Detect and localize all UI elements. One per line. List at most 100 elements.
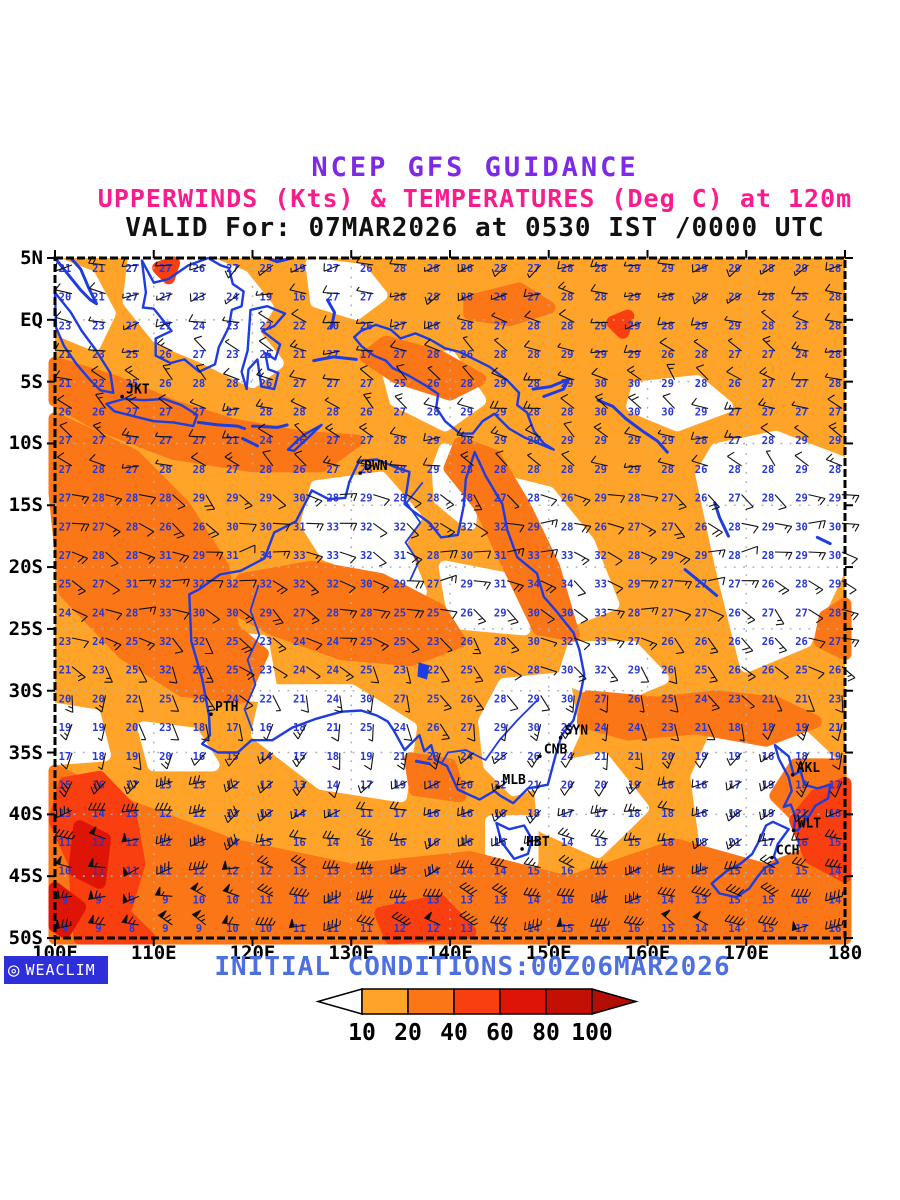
svg-text:30: 30	[360, 579, 373, 591]
svg-text:27: 27	[226, 464, 239, 476]
svg-text:26: 26	[762, 636, 775, 648]
svg-text:27: 27	[829, 636, 842, 648]
svg-text:28: 28	[92, 464, 105, 476]
svg-text:19: 19	[293, 263, 306, 275]
svg-text:13: 13	[326, 866, 339, 878]
svg-text:25: 25	[795, 665, 808, 677]
svg-text:26: 26	[193, 665, 206, 677]
svg-text:20: 20	[159, 751, 172, 763]
lat-label-45S: 45S	[8, 865, 43, 888]
svg-text:25: 25	[159, 693, 172, 705]
svg-text:21: 21	[795, 693, 808, 705]
svg-text:20: 20	[59, 292, 72, 304]
svg-text:24: 24	[628, 722, 641, 734]
svg-text:18: 18	[527, 808, 540, 820]
lat-label-EQ: EQ	[20, 308, 43, 331]
svg-text:25: 25	[460, 665, 473, 677]
svg-text:29: 29	[661, 378, 674, 390]
svg-text:20: 20	[126, 722, 139, 734]
svg-text:29: 29	[561, 349, 574, 361]
svg-text:27: 27	[393, 320, 406, 332]
svg-text:28: 28	[695, 435, 708, 447]
svg-text:26: 26	[594, 521, 607, 533]
svg-text:29: 29	[762, 521, 775, 533]
svg-text:18: 18	[92, 751, 105, 763]
svg-text:21: 21	[226, 435, 239, 447]
svg-text:32: 32	[159, 636, 172, 648]
svg-text:28: 28	[728, 521, 741, 533]
longitude-axis: 100E 110E 120E 130E 140E 150E 160E 170E 180	[32, 942, 862, 966]
svg-text:29: 29	[527, 435, 540, 447]
svg-text:23: 23	[59, 636, 72, 648]
svg-text:16: 16	[561, 866, 574, 878]
svg-text:27: 27	[326, 435, 339, 447]
svg-text:14: 14	[326, 780, 339, 792]
svg-text:28: 28	[326, 406, 339, 418]
svg-text:25: 25	[226, 636, 239, 648]
svg-text:26: 26	[159, 349, 172, 361]
svg-text:21: 21	[695, 722, 708, 734]
svg-text:15: 15	[829, 837, 842, 849]
svg-text:27: 27	[59, 435, 72, 447]
svg-text:11: 11	[92, 866, 105, 878]
svg-text:27: 27	[326, 378, 339, 390]
svg-text:28: 28	[561, 521, 574, 533]
svg-text:9: 9	[62, 894, 68, 906]
city-label-cch: CCH	[776, 844, 799, 859]
svg-text:21: 21	[594, 751, 607, 763]
city-label-dwn: DWN	[364, 459, 388, 474]
svg-text:28: 28	[628, 607, 641, 619]
svg-text:25: 25	[126, 636, 139, 648]
svg-text:24: 24	[260, 435, 273, 447]
svg-text:29: 29	[628, 665, 641, 677]
svg-text:26: 26	[460, 693, 473, 705]
svg-text:28: 28	[393, 263, 406, 275]
svg-text:25: 25	[260, 349, 273, 361]
wind-barb-and-temperature-layer: 21 21 27 27 26 27 25 19 27 26 28 28 26 25 27 28 28 29 29 29…	[54, 255, 860, 935]
svg-text:23: 23	[829, 693, 842, 705]
svg-text:23: 23	[226, 349, 239, 361]
svg-text:28: 28	[427, 493, 440, 505]
svg-text:25: 25	[126, 665, 139, 677]
svg-text:19: 19	[360, 751, 373, 763]
svg-text:32: 32	[360, 521, 373, 533]
svg-text:24: 24	[460, 751, 473, 763]
svg-text:29: 29	[494, 435, 507, 447]
svg-text:28: 28	[159, 464, 172, 476]
svg-text:29: 29	[594, 435, 607, 447]
svg-text:28: 28	[260, 406, 273, 418]
svg-text:25: 25	[795, 292, 808, 304]
svg-text:21: 21	[92, 263, 105, 275]
svg-text:26: 26	[360, 406, 373, 418]
svg-text:29: 29	[527, 693, 540, 705]
svg-text:29: 29	[360, 493, 373, 505]
colorbar-tick-label: 60	[486, 1020, 514, 1046]
svg-text:18: 18	[795, 780, 808, 792]
river-layer	[243, 482, 538, 764]
field-title: UPPERWINDS (Kts) & TEMPERATURES (Deg C) …	[97, 183, 853, 213]
svg-text:30: 30	[360, 693, 373, 705]
svg-text:29: 29	[795, 493, 808, 505]
svg-text:30: 30	[561, 693, 574, 705]
svg-text:23: 23	[159, 722, 172, 734]
svg-text:27: 27	[661, 521, 674, 533]
svg-text:16: 16	[293, 837, 306, 849]
svg-text:27: 27	[159, 435, 172, 447]
svg-text:28: 28	[226, 378, 239, 390]
svg-text:12: 12	[427, 923, 440, 935]
svg-text:16: 16	[795, 894, 808, 906]
svg-text:29: 29	[594, 464, 607, 476]
svg-text:27: 27	[360, 435, 373, 447]
colorbar-segment	[453, 988, 501, 1015]
svg-text:31: 31	[494, 550, 507, 562]
svg-text:15: 15	[728, 894, 741, 906]
svg-text:22: 22	[260, 320, 273, 332]
svg-text:26: 26	[695, 493, 708, 505]
svg-text:25: 25	[226, 665, 239, 677]
svg-text:30: 30	[460, 550, 473, 562]
svg-text:24: 24	[193, 320, 206, 332]
svg-text:27: 27	[695, 607, 708, 619]
svg-text:25: 25	[360, 665, 373, 677]
svg-text:27: 27	[393, 349, 406, 361]
